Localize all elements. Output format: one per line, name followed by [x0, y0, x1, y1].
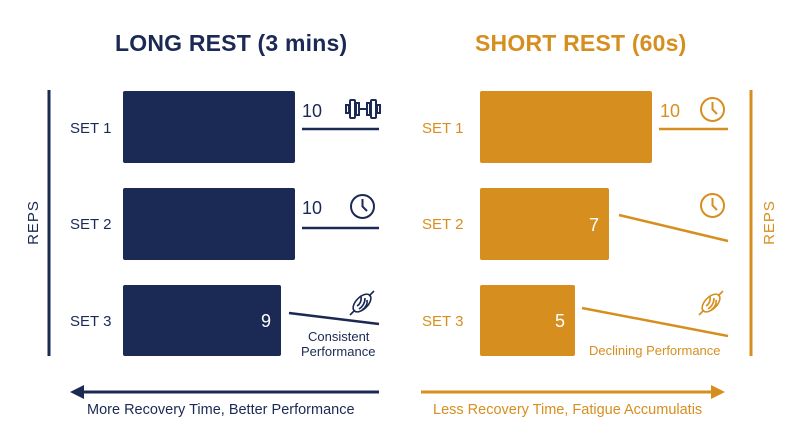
left-footer-text: More Recovery Time, Better Performance: [87, 402, 355, 418]
left-set3-value: 9: [260, 311, 271, 331]
muscle-icon: [349, 290, 375, 316]
right-reps-axis-label: REPS: [760, 200, 778, 245]
left-reps-axis-label: REPS: [24, 200, 42, 245]
left-caption-line2: Performance: [301, 344, 376, 359]
right-set1-bar: [480, 91, 652, 163]
right-set1-value: 10: [660, 101, 681, 121]
long-rest-title: LONG REST (3 mins): [115, 30, 348, 56]
left-set2-label: SET 2: [70, 216, 112, 233]
clock-icon: [700, 97, 725, 122]
right-footer-text: Less Recovery Time, Fatigue Accumulatis: [433, 402, 703, 418]
right-set3-bar: 5: [480, 285, 575, 356]
right-set1-label: SET 1: [422, 120, 464, 137]
left-caption-line1: Consistent: [308, 329, 370, 344]
left-set3-line: [288, 311, 380, 326]
left-set3-bar: 9: [123, 285, 281, 356]
clock-icon: [350, 194, 375, 219]
right-caption: Declining Performance: [589, 343, 721, 358]
right-set2-bar: 7: [480, 188, 609, 260]
left-caption: Consistent Performance: [301, 329, 375, 359]
muscle-icon: [698, 290, 724, 316]
dumbbell-icon: [345, 99, 381, 119]
short-rest-title: SHORT REST (60s): [475, 30, 687, 56]
right-arrow-head: [711, 385, 725, 399]
right-set3-label: SET 3: [422, 313, 464, 330]
left-set2-bar: [123, 188, 295, 260]
right-set2-label: SET 2: [422, 216, 464, 233]
right-set3-value: 5: [554, 311, 565, 331]
left-set1-bar: [123, 91, 295, 163]
left-arrow-head: [70, 385, 84, 399]
left-set1-label: SET 1: [70, 120, 112, 137]
clock-icon: [700, 193, 725, 218]
right-set3-line: [581, 306, 729, 338]
left-set3-label: SET 3: [70, 313, 112, 330]
right-set2-value: 7: [588, 215, 599, 235]
left-set2-value: 10: [302, 198, 323, 218]
left-set1-value: 10: [302, 101, 323, 121]
right-set2-line: [618, 213, 729, 243]
